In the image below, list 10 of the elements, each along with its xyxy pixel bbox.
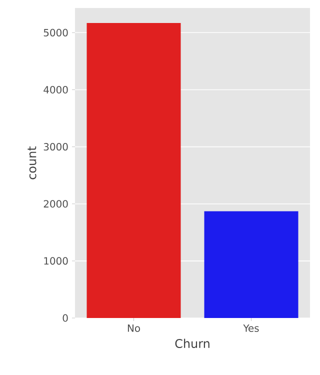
y-tick-label: 3000 <box>44 143 68 151</box>
y-tick-label: 1000 <box>44 257 68 265</box>
x-tick-label: No <box>128 324 140 332</box>
y-tick-label: 0 <box>62 314 68 322</box>
x-axis-title: Churn <box>175 338 210 348</box>
x-tick-label: Yes <box>243 324 259 332</box>
y-tick-label: 2000 <box>44 200 68 208</box>
y-tick-label: 4000 <box>44 86 68 94</box>
y-tick-label: 5000 <box>44 28 68 36</box>
y-axis-title: count <box>28 146 36 180</box>
